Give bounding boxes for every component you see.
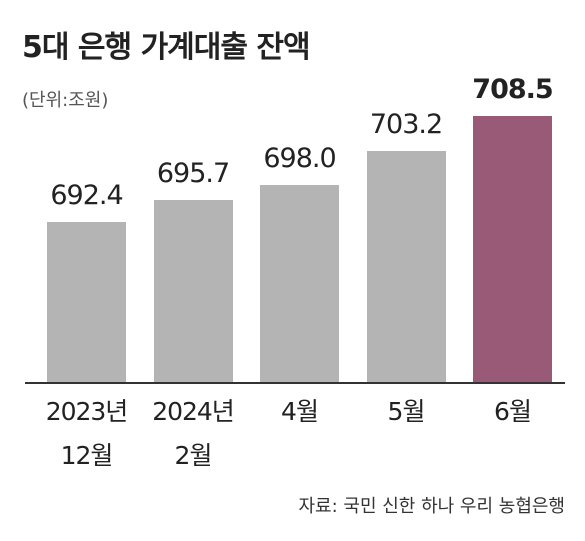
data-label: 692.4 — [50, 179, 123, 211]
bar — [47, 221, 126, 382]
source-note: 자료: 국민 신한 하나 우리 농협은행 — [298, 496, 565, 517]
bar — [473, 116, 552, 382]
data-label: 708.5 — [472, 74, 553, 105]
x-tick-label: 4월 — [281, 397, 319, 426]
chart-subtitle: (단위:조원) — [22, 90, 109, 111]
data-label: 698.0 — [263, 142, 336, 174]
bar — [153, 199, 233, 382]
bar — [260, 184, 339, 382]
data-label: 695.7 — [156, 157, 230, 189]
chart-title: 5대 은행 가계대출 잔액 — [22, 30, 311, 65]
bar — [366, 150, 446, 382]
x-tick-label: 2024년 2월 — [152, 397, 235, 470]
x-tick-label: 6월 — [494, 397, 532, 426]
data-label: 703.2 — [369, 108, 443, 140]
x-tick-label: 5월 — [387, 397, 426, 426]
baseline — [25, 382, 565, 384]
x-tick-label: 2023년 12월 — [45, 397, 129, 470]
